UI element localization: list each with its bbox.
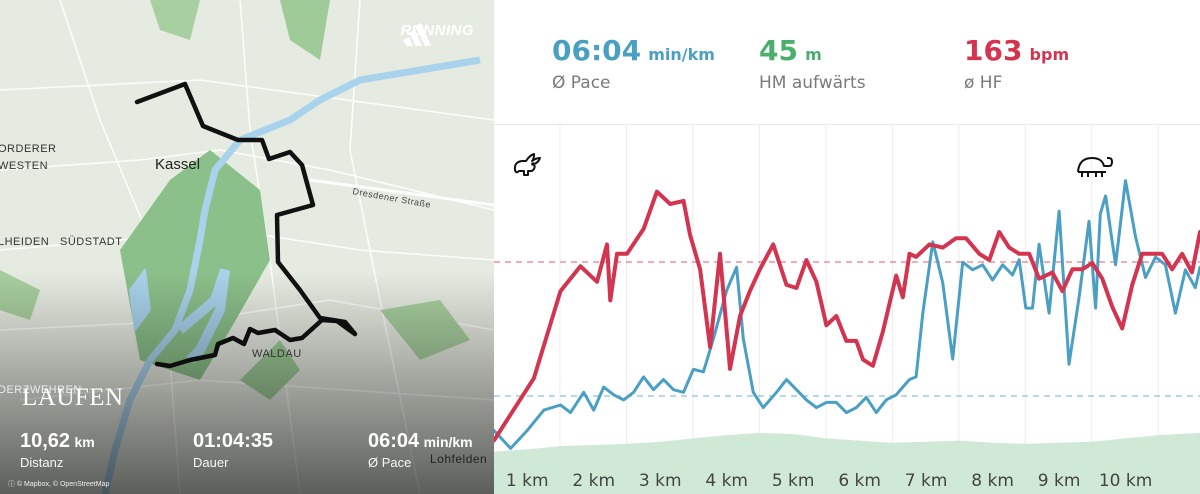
route-map[interactable]: ORDERER WESTEN Kassel LHEIDEN SÜDSTADT D… [0,0,494,494]
metric-heartrate-unit: bpm [1029,45,1070,64]
x-tick-label: 9 km [1038,471,1081,491]
elevation-area [494,432,1200,494]
metric-pace: 06:04 min/km Ø Pace [552,34,715,93]
x-tick-label: 6 km [838,471,881,491]
map-label-heiden: LHEIDEN [0,236,50,248]
stat-distance-unit: km [74,434,95,450]
stats-panel: 06:04 min/km Ø Pace 45 m HM aufwärts 163… [494,0,1200,494]
metric-elevation-unit: m [805,45,822,64]
map-label-vorderer: ORDERER [0,143,57,155]
stat-duration: 01:04:35 Dauer [193,430,273,470]
activity-title: LAUFEN [22,384,124,411]
metric-elevation: 45 m HM aufwärts [759,34,866,93]
x-tick-label: 2 km [572,471,615,491]
map-label-kassel: Kassel [155,156,201,173]
x-tick-label: 3 km [639,471,682,491]
attribution-text: © Mapbox, © OpenStreetMap [16,481,110,488]
turtle-icon [1077,157,1113,177]
metric-pace-label: Ø Pace [552,73,611,93]
x-tick-label: 4 km [705,471,748,491]
chart-grid [559,124,1159,494]
map-label-lohfelden: Lohfelden [430,452,488,466]
stat-duration-value: 01:04:35 [193,430,274,452]
stat-distance: 10,62 km Distanz [20,430,95,470]
adidas-logo-icon [402,23,431,46]
map-label-waldau: WALDAU [252,348,302,360]
x-tick-label: 7 km [905,471,948,491]
info-icon[interactable]: ⓘ [8,481,15,488]
metric-heartrate-value: 163 [964,34,1023,67]
map-label-oberzwehren: DERZWEHREN [0,384,82,396]
heart-rate-line [494,189,1200,443]
x-tick-label: 8 km [971,471,1014,491]
x-tick-label: 5 km [772,471,815,491]
run-chart[interactable]: 1 km 2 km 3 km 4 km 5 km 6 km 7 km 8 km 9 km 10 k… [494,124,1200,494]
stat-pace: 06:04 min/km Ø Pace [368,430,473,470]
metric-pace-unit: min/km [648,45,715,64]
map-label-suedstadt: SÜDSTADT [60,236,123,248]
metric-heartrate: 163 bpm ø HF [964,34,1069,93]
pace-line [494,179,1200,450]
chart-series [494,179,1200,494]
map-label-westen: WESTEN [0,160,49,172]
chart-x-axis: 1 km 2 km 3 km 4 km 5 km 6 km 7 km 8 km 9 km 10 k… [506,471,1152,491]
stat-pace-label: Ø Pace [368,455,412,470]
adidas-running-logo: RUNNING [401,22,475,46]
rabbit-icon [513,153,541,176]
metric-heartrate-label: ø HF [964,73,1003,93]
stat-distance-label: Distanz [20,455,64,470]
metric-pace-value: 06:04 [552,34,642,67]
x-tick-label: 10 km [1099,471,1152,491]
stat-distance-value: 10,62 [20,430,71,452]
map-canvas [0,0,494,494]
map-attribution[interactable]: ⓘ © Mapbox, © OpenStreetMap [8,479,109,489]
stat-pace-value: 06:04 [368,430,420,452]
map-shade [0,0,494,494]
x-tick-label: 1 km [506,471,549,491]
stat-duration-label: Dauer [193,455,229,470]
metric-elevation-label: HM aufwärts [759,73,866,93]
metric-elevation-value: 45 [759,34,798,67]
stat-pace-unit: min/km [423,434,473,450]
